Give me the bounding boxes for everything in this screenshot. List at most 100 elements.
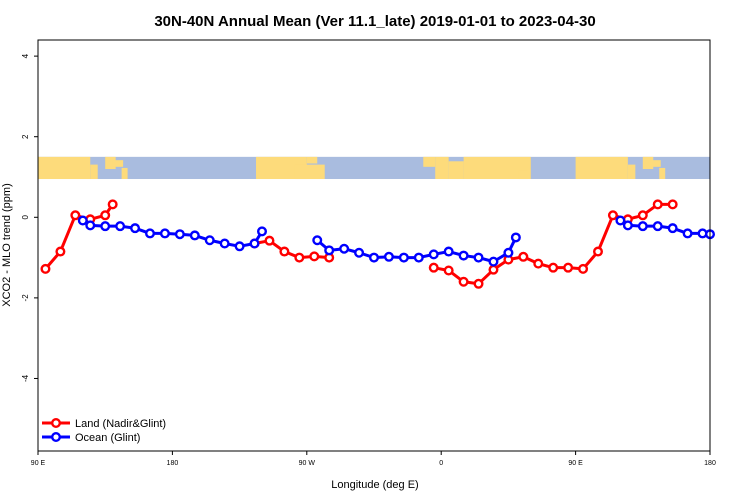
series-1-point — [458, 250, 469, 261]
y-axis-label: XCO2 - MLO trend (ppm) — [1, 183, 13, 306]
series-1-point — [510, 232, 521, 243]
series-0-point — [488, 264, 499, 275]
series-0-point — [518, 251, 529, 262]
legend: Land (Nadir&Glint) Ocean (Glint) — [42, 418, 166, 444]
series-1-point — [488, 256, 499, 267]
map-land-10 — [448, 161, 464, 180]
series-1-point — [682, 228, 693, 239]
series-1-point — [324, 245, 335, 256]
series-0-point — [107, 199, 118, 210]
series-1-point — [100, 221, 111, 232]
map-land-4 — [121, 167, 128, 180]
series-0-point — [264, 235, 275, 246]
series-0-point — [473, 278, 484, 289]
series-1-point — [413, 252, 424, 263]
series-1-point — [144, 228, 155, 239]
map-land-2 — [105, 156, 116, 170]
series-0-point — [309, 251, 320, 262]
series-1-point — [204, 235, 215, 246]
x-tick-label-3: 0 — [439, 460, 443, 467]
series-1-point — [383, 251, 394, 262]
x-axis-label: Longitude (deg E) — [331, 479, 418, 491]
series-1-point — [312, 235, 323, 246]
y-tick-label-4: -4 — [21, 374, 30, 382]
series-0-point — [55, 246, 66, 257]
series-0-point — [652, 199, 663, 210]
series-0-point — [294, 252, 305, 263]
series-1-point — [85, 220, 96, 231]
map-band — [38, 156, 710, 180]
series-0-point — [607, 210, 618, 221]
series-1-point — [339, 243, 350, 254]
series-0-point — [637, 210, 648, 221]
map-land-15 — [642, 156, 654, 170]
series-1-point — [428, 249, 439, 260]
y-tick-label-2: 0 — [21, 215, 30, 220]
x-tick-label-4: 90 E — [568, 460, 583, 467]
series-0-point — [100, 210, 111, 221]
series-0-point — [279, 246, 290, 257]
series-0-point — [40, 263, 51, 274]
map-land-12 — [518, 170, 528, 180]
series-1-point — [354, 247, 365, 258]
y-tick-label-1: 2 — [21, 134, 30, 139]
series-1-point — [219, 238, 230, 249]
series-1-point — [622, 220, 633, 231]
series-0-point — [443, 265, 454, 276]
series-1-point — [249, 238, 260, 249]
series-1-point — [77, 215, 88, 226]
series-1-line-2 — [619, 219, 711, 236]
legend-label-1: Ocean (Glint) — [75, 432, 140, 444]
series-0-point — [458, 276, 469, 287]
map-land-17 — [659, 167, 666, 180]
map-land-0 — [38, 156, 91, 180]
map-land-7 — [306, 156, 318, 164]
x-tick-label-0: 90 E — [31, 460, 46, 467]
series-1-point — [652, 221, 663, 232]
x-tick-label-2: 90 W — [299, 460, 316, 467]
series-0-point — [70, 210, 81, 221]
series-1-point — [615, 215, 626, 226]
series-1-point — [257, 226, 268, 237]
map-land-16 — [650, 160, 661, 167]
series-1-point — [234, 241, 245, 252]
chart-title: 30N-40N Annual Mean (Ver 11.1_late) 2019… — [154, 13, 595, 30]
series-1-point — [369, 252, 380, 263]
legend-label-0: Land (Nadir&Glint) — [75, 418, 166, 430]
plot-frame — [37, 39, 711, 452]
series-0-point — [548, 262, 559, 273]
y-tick-label-3: -2 — [21, 294, 30, 302]
map-land-1 — [90, 164, 98, 180]
map-land-11 — [463, 156, 531, 180]
y-tick-label-0: 4 — [21, 53, 30, 58]
series-1-point — [443, 246, 454, 257]
legend-marker-0 — [51, 418, 62, 429]
series-0-point — [533, 258, 544, 269]
series-layer — [40, 199, 716, 289]
series-1-point — [115, 221, 126, 232]
map-land-6 — [294, 164, 325, 180]
map-land-13 — [575, 156, 628, 180]
series-1-point — [667, 223, 678, 234]
x-tick-label-5: 180 — [704, 460, 716, 467]
x-tick-label-1: 180 — [167, 460, 179, 467]
series-0-point — [667, 199, 678, 210]
map-land-14 — [627, 164, 636, 180]
series-1-point — [398, 252, 409, 263]
series-1-point — [503, 247, 514, 258]
map-land-8 — [423, 156, 436, 167]
map-land-5 — [256, 156, 307, 180]
y-axis-ticks: 4 2 0 -2 -4 — [21, 53, 38, 382]
series-1-point — [637, 221, 648, 232]
series-1-point — [159, 228, 170, 239]
series-0 — [40, 199, 678, 289]
series-1-point — [189, 230, 200, 241]
series-1-point — [174, 229, 185, 240]
series-1-point — [130, 223, 141, 234]
map-ocean — [38, 156, 710, 180]
series-0-point — [563, 262, 574, 273]
series-1 — [77, 215, 716, 267]
map-land-9 — [435, 156, 449, 180]
series-1-point — [473, 252, 484, 263]
